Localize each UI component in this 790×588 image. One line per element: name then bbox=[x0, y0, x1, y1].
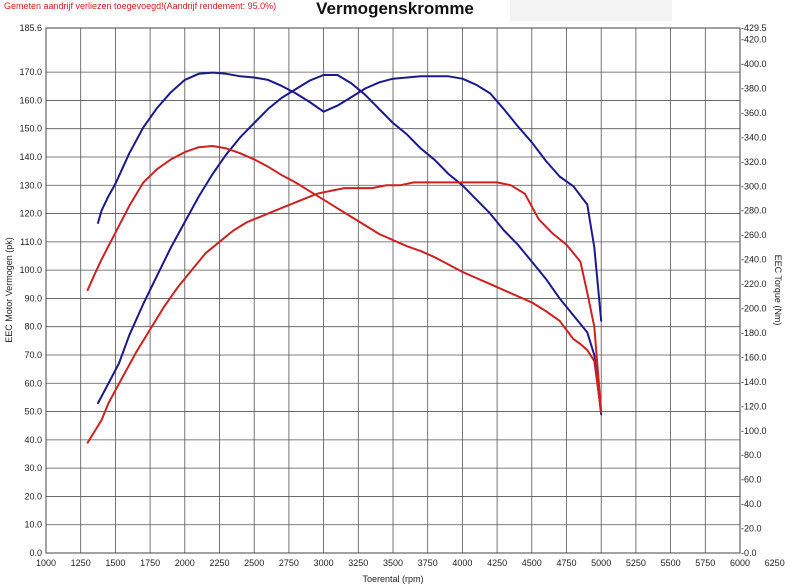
series-line-2 bbox=[97, 71, 603, 322]
y-tick-label: 30.0 bbox=[24, 463, 42, 473]
x-tick-label: 2000 bbox=[175, 558, 195, 568]
y-tick-label: 100.0 bbox=[19, 265, 42, 275]
y2-axis-label: EEC Torque (Nm) bbox=[773, 255, 783, 326]
y-tick-label: 10.0 bbox=[24, 520, 42, 530]
series-group bbox=[86, 71, 603, 444]
x-tick-label: 4000 bbox=[452, 558, 472, 568]
y2-tick-label: -340.0 bbox=[741, 132, 767, 142]
x-tick-label: 1500 bbox=[105, 558, 125, 568]
plot-frame bbox=[45, 27, 741, 554]
x-tick-label: 1000 bbox=[36, 558, 56, 568]
series-line-4 bbox=[86, 145, 603, 414]
x-tick-label: 4250 bbox=[487, 558, 507, 568]
title-background bbox=[510, 0, 672, 21]
y2-tick-label: -140.0 bbox=[741, 377, 767, 387]
x-tick-label: 6250 bbox=[765, 558, 785, 568]
x-tick-label: 3500 bbox=[383, 558, 403, 568]
y2-tick-label: -260.0 bbox=[741, 230, 767, 240]
y-tick-label: 185.6 bbox=[19, 23, 42, 33]
y-tick-label: 130.0 bbox=[19, 180, 42, 190]
x-tick-label: 6000 bbox=[730, 558, 750, 568]
x-tick-label: 4750 bbox=[556, 558, 576, 568]
y-tick-label: 70.0 bbox=[24, 350, 42, 360]
x-tick-label: 5000 bbox=[591, 558, 611, 568]
x-tick-label: 2250 bbox=[209, 558, 229, 568]
y2-tick-label: -420.0 bbox=[741, 35, 767, 45]
y-tick-label: 60.0 bbox=[24, 378, 42, 388]
y2-tick-label: -280.0 bbox=[741, 206, 767, 216]
x-tick-label: 5250 bbox=[626, 558, 646, 568]
y2-tick-label: -0.0 bbox=[741, 548, 757, 558]
y2-tick-label: -80.0 bbox=[741, 450, 762, 460]
y-tick-label: 40.0 bbox=[24, 435, 42, 445]
y2-tick-label: -300.0 bbox=[741, 181, 767, 191]
y-tick-label: 120.0 bbox=[19, 209, 42, 219]
x-tick-label: 3250 bbox=[348, 558, 368, 568]
y-tick-label: 140.0 bbox=[19, 152, 42, 162]
y2-tick-label: -20.0 bbox=[741, 524, 762, 534]
y2-tick-label: -240.0 bbox=[741, 255, 767, 265]
y2-tick-label: -120.0 bbox=[741, 401, 767, 411]
x-tick-label: 3750 bbox=[418, 558, 438, 568]
y2-tick-label: -320.0 bbox=[741, 157, 767, 167]
y-axis-ticks: 0.0 10.0 20.0 30.0 40.0 50.0 60.0 70.0 80.0 90.0 1… bbox=[19, 23, 42, 558]
x-tick-label: 2750 bbox=[279, 558, 299, 568]
x-tick-label: 4500 bbox=[522, 558, 542, 568]
x-tick-label: 1250 bbox=[71, 558, 91, 568]
y2-tick-label: -40.0 bbox=[741, 499, 762, 509]
y-tick-label: 50.0 bbox=[24, 407, 42, 417]
y2-tick-label: -100.0 bbox=[741, 426, 767, 436]
y-tick-label: 110.0 bbox=[20, 237, 42, 247]
y2-tick-label: -220.0 bbox=[741, 279, 767, 289]
y2-tick-label: -360.0 bbox=[741, 108, 767, 118]
y-tick-label: 160.0 bbox=[19, 95, 42, 105]
y2-tick-label: -200.0 bbox=[741, 304, 767, 314]
y-tick-label: 170.0 bbox=[19, 67, 42, 77]
y-tick-label: 0.0 bbox=[29, 548, 42, 558]
x-axis-label: Toerental (rpm) bbox=[362, 574, 423, 584]
x-tick-label: 5750 bbox=[695, 558, 715, 568]
series-line-3 bbox=[86, 181, 603, 444]
x-axis-ticks: 1000 1250 1500 1750 2000 2250 2500 2750 3000 3250… bbox=[36, 558, 785, 568]
y-axis-label: EEC Motor Vermogen (pk) bbox=[4, 237, 14, 343]
y-tick-label: 150.0 bbox=[19, 124, 42, 134]
y2-axis-ticks: -0.0 -20.0 -40.0 -60.0 -80.0 -100.0 -120.0 -140… bbox=[741, 23, 767, 558]
series-line-1 bbox=[97, 74, 603, 416]
y-tick-label: 20.0 bbox=[24, 491, 42, 501]
x-tick-label: 2500 bbox=[244, 558, 264, 568]
y2-tick-label: -180.0 bbox=[741, 328, 767, 338]
y2-tick-label: -60.0 bbox=[741, 475, 762, 485]
y2-tick-label: -380.0 bbox=[741, 84, 767, 94]
drive-loss-notice: Gemeten aandrijf verliezen toegevoegd!(A… bbox=[4, 1, 277, 11]
chart-title: Vermogenskromme bbox=[316, 0, 474, 18]
x-tick-label: 3000 bbox=[314, 558, 334, 568]
y-tick-label: 90.0 bbox=[24, 293, 42, 303]
y2-tick-label: -400.0 bbox=[741, 59, 767, 69]
x-tick-label: 5500 bbox=[661, 558, 681, 568]
grid bbox=[46, 28, 740, 553]
y2-tick-label: -160.0 bbox=[741, 352, 767, 362]
y2-tick-label: -429.5 bbox=[741, 23, 767, 33]
x-tick-label: 1750 bbox=[140, 558, 160, 568]
y-tick-label: 80.0 bbox=[24, 322, 42, 332]
